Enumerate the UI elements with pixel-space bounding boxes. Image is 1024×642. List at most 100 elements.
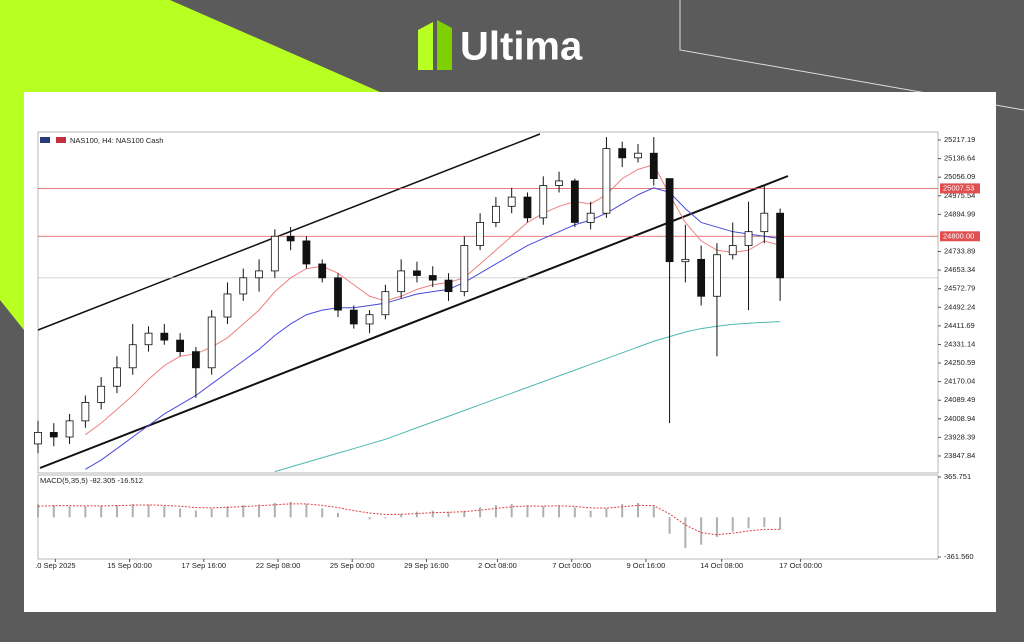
x-tick-label: 17 Oct 00:00 bbox=[779, 561, 822, 570]
macd-signal bbox=[37, 503, 781, 536]
y-tick-label: 24572.79 bbox=[944, 284, 975, 293]
candle-body bbox=[81, 402, 90, 422]
y-tick-label: 24331.14 bbox=[944, 339, 975, 348]
y-tick-label: 24894.99 bbox=[944, 209, 975, 218]
candle-body bbox=[491, 205, 500, 223]
moving-average bbox=[274, 321, 781, 473]
moving-average bbox=[85, 187, 781, 470]
y-tick-label: 24975.54 bbox=[944, 191, 975, 200]
candle-body bbox=[397, 270, 406, 293]
candle-body bbox=[570, 180, 579, 223]
candle-body bbox=[555, 180, 563, 186]
candle-body bbox=[713, 254, 721, 297]
candle-body bbox=[507, 196, 516, 207]
accent-line bbox=[679, 0, 1024, 111]
candle-body bbox=[728, 245, 737, 256]
candle-body bbox=[697, 258, 706, 297]
y-tick-label: 25217.19 bbox=[944, 135, 975, 144]
x-tick-label: 9 Oct 16:00 bbox=[627, 561, 666, 570]
logo-icon bbox=[437, 20, 452, 70]
x-tick-label: 29 Sep 16:00 bbox=[404, 561, 449, 570]
y-tick-label: 24170.04 bbox=[944, 377, 975, 386]
candle-body bbox=[176, 339, 185, 353]
trend-line bbox=[39, 175, 789, 469]
candle-body bbox=[34, 431, 42, 445]
candle-body bbox=[239, 277, 248, 295]
symbol-icon bbox=[56, 137, 66, 143]
candle-body bbox=[302, 240, 311, 265]
candle-body bbox=[744, 231, 753, 246]
candle-body bbox=[65, 420, 74, 438]
candle-body bbox=[460, 245, 469, 293]
candle-body bbox=[113, 367, 121, 387]
x-tick-label: 15 Sep 00:00 bbox=[107, 561, 152, 570]
y-tick-label: 24250.59 bbox=[944, 358, 975, 367]
y2-tick-label: -361.560 bbox=[944, 552, 974, 561]
y-tick-label: 24492.24 bbox=[944, 302, 975, 311]
level-label-box bbox=[940, 183, 980, 194]
candle-body bbox=[539, 185, 548, 219]
x-tick-label: 17 Sep 16:00 bbox=[181, 561, 226, 570]
candle-body bbox=[255, 270, 263, 279]
candle-body bbox=[776, 212, 785, 279]
candle-body bbox=[318, 263, 327, 279]
level-label-box bbox=[940, 231, 980, 242]
candle-body bbox=[649, 152, 658, 180]
y-tick-label: 25056.09 bbox=[944, 172, 975, 181]
logo-text: Ultima bbox=[460, 25, 583, 69]
candle-body bbox=[665, 178, 674, 263]
y-tick-label: 25136.64 bbox=[944, 154, 975, 163]
candle-body bbox=[334, 277, 342, 311]
accent-shape bbox=[0, 92, 24, 330]
y-tick-label: 24733.89 bbox=[944, 247, 975, 256]
x-tick-label: 22 Sep 08:00 bbox=[256, 561, 301, 570]
candle-body bbox=[618, 148, 627, 159]
candle-body bbox=[270, 235, 279, 272]
y-tick-label: 24089.49 bbox=[944, 395, 975, 404]
macd-title: MACD(5,35,5) -82.305 -16.512 bbox=[40, 476, 143, 485]
plot-frame bbox=[37, 131, 939, 474]
x-tick-label: 14 Oct 08:00 bbox=[700, 561, 743, 570]
candle-body bbox=[523, 196, 532, 219]
candle-body bbox=[365, 314, 374, 325]
y-tick-label: 23847.84 bbox=[944, 451, 975, 460]
y-tick-label: 24411.69 bbox=[944, 321, 975, 330]
candle-body bbox=[191, 351, 200, 369]
x-tick-label: .0 Sep 2025 bbox=[35, 561, 75, 570]
chart-title: NAS100, H4: NAS100 Cash bbox=[70, 136, 163, 145]
candle-body bbox=[476, 222, 485, 246]
candle-body bbox=[681, 258, 690, 263]
candle-body bbox=[413, 270, 421, 276]
channel-line bbox=[37, 133, 541, 331]
candle-body bbox=[586, 212, 595, 223]
level-label: 24800.00 bbox=[943, 231, 974, 240]
y-tick-label: 24653.34 bbox=[944, 265, 975, 274]
candle-body bbox=[444, 279, 453, 293]
candle-body bbox=[634, 152, 642, 159]
candle-body bbox=[128, 344, 137, 369]
x-tick-label: 7 Oct 00:00 bbox=[552, 561, 591, 570]
candle-body bbox=[144, 332, 153, 346]
y2-tick-label: 365.751 bbox=[944, 472, 971, 481]
candle-body bbox=[160, 332, 169, 341]
candle-body bbox=[286, 235, 295, 242]
x-tick-label: 25 Sep 00:00 bbox=[330, 561, 375, 570]
candle-body bbox=[349, 309, 358, 325]
candle-body bbox=[760, 212, 769, 233]
chart-panel bbox=[24, 92, 996, 612]
accent-shape bbox=[0, 0, 380, 92]
candle-body bbox=[602, 148, 611, 214]
y-tick-label: 24008.94 bbox=[944, 414, 975, 423]
symbol-icon bbox=[40, 137, 50, 143]
candle-body bbox=[97, 385, 106, 403]
logo-icon bbox=[418, 22, 433, 70]
candle-body bbox=[49, 431, 58, 438]
level-label: 25007.53 bbox=[943, 183, 974, 192]
candle-body bbox=[223, 293, 232, 318]
x-tick-label: 2 Oct 08:00 bbox=[478, 561, 517, 570]
candle-body bbox=[207, 316, 216, 369]
y-tick-label: 23928.39 bbox=[944, 432, 975, 441]
candle-body bbox=[428, 275, 437, 281]
